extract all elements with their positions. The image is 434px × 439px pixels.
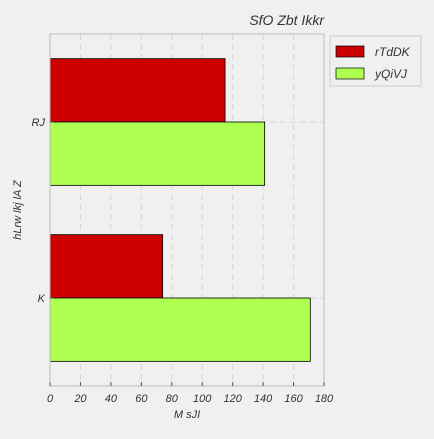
x-tick-label: 0 [47,393,54,405]
x-tick-label: 140 [254,393,273,405]
x-tick-label: 100 [193,393,212,405]
legend-label-rtddk: rTdDK [375,45,411,59]
bars [49,58,311,362]
bar-rtddk-k [49,234,164,299]
legend-label-yqivj: yQiVJ [374,67,408,81]
y-axis-label: hLrw lkj lA Z [12,179,24,240]
x-tick-label: 160 [284,393,303,405]
x-tick-label: 40 [105,393,118,405]
y-tick-label: RJ [32,117,46,129]
x-tick-label: 80 [166,393,179,405]
x-tick-label: 180 [315,393,334,405]
x-tick-label: 20 [73,393,87,405]
legend-swatch-yqivj [335,67,365,80]
x-axis-ticks: 0 20 40 60 80 100 120 140 160 180 [47,382,334,405]
legend: rTdDK yQiVJ [329,35,422,87]
plot-frame [49,33,325,387]
y-tick-label: K [38,293,46,305]
bar-rtddk-rj [49,58,226,123]
x-tick-label: 60 [135,393,148,405]
bar-yqivj-rj [49,121,266,186]
bar-yqivj-k [49,297,311,362]
legend-swatch-rtddk [335,45,365,58]
x-tick-label: 120 [223,393,242,405]
chart-title: SfO Zbt Ikkr [249,12,325,28]
y-axis-ticks: RJ K [32,117,54,305]
x-axis-label: M sJI [174,409,200,421]
